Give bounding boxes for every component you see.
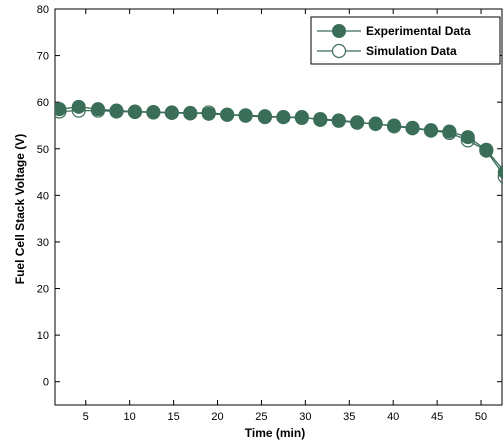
y-axis-label: Fuel Cell Stack Voltage (V)	[13, 134, 27, 284]
data-point	[127, 104, 142, 119]
legend: Experimental Data Simulation Data	[310, 16, 501, 65]
y-tick-label: 20	[37, 284, 49, 296]
data-point	[331, 113, 346, 128]
plot-area-border	[54, 8, 503, 406]
y-tick-label: 70	[37, 51, 49, 63]
data-point	[423, 123, 438, 138]
y-tick-label: 40	[37, 190, 49, 202]
data-point	[368, 117, 383, 132]
data-point	[201, 106, 216, 121]
legend-label-experimental: Experimental Data	[366, 24, 471, 38]
data-point	[497, 165, 503, 179]
x-tick-label: 45	[431, 411, 443, 423]
x-tick-label: 35	[343, 411, 355, 423]
x-tick-label: 30	[299, 411, 311, 423]
x-axis-ticks: 5 10 15 20 25 30 35 40 45 50	[83, 9, 487, 423]
data-point	[479, 142, 494, 157]
data-point	[109, 103, 124, 118]
y-tick-label: 0	[43, 377, 49, 389]
data-point	[294, 111, 309, 126]
data-point	[257, 109, 272, 124]
y-tick-label: 30	[37, 237, 49, 249]
data-point	[276, 110, 291, 125]
data-point	[220, 107, 235, 122]
x-tick-label: 20	[211, 411, 223, 423]
y-tick-label: 80	[37, 4, 49, 16]
data-point	[405, 120, 420, 135]
plot-frame	[54, 8, 503, 406]
y-tick-label: 10	[37, 330, 49, 342]
legend-marker-simulation	[331, 43, 347, 59]
legend-label-simulation: Simulation Data	[366, 44, 457, 58]
data-point	[313, 111, 328, 126]
data-point	[350, 115, 365, 130]
x-tick-label: 40	[387, 411, 399, 423]
series-experimental	[55, 99, 503, 179]
data-point	[91, 102, 106, 117]
data-point	[164, 105, 179, 120]
data-point	[55, 102, 67, 117]
data-point	[238, 108, 253, 123]
x-tick-label: 15	[167, 411, 179, 423]
legend-marker-experimental	[332, 24, 346, 38]
data-point	[497, 169, 503, 184]
data-point	[387, 118, 402, 133]
x-tick-label: 10	[124, 411, 136, 423]
y-tick-label: 50	[37, 144, 49, 156]
x-tick-label: 5	[83, 411, 89, 423]
x-axis-label: Time (min)	[245, 426, 305, 440]
x-tick-label: 50	[475, 411, 487, 423]
y-axis-ticks: 0 10 20 30 40 50 60 70 80	[37, 4, 502, 389]
series-layer	[55, 99, 503, 184]
y-tick-label: 60	[37, 97, 49, 109]
data-point	[442, 124, 457, 139]
data-point	[71, 99, 86, 114]
x-tick-label: 25	[255, 411, 267, 423]
data-point	[183, 105, 198, 120]
data-point	[146, 104, 161, 119]
data-point	[460, 130, 475, 145]
